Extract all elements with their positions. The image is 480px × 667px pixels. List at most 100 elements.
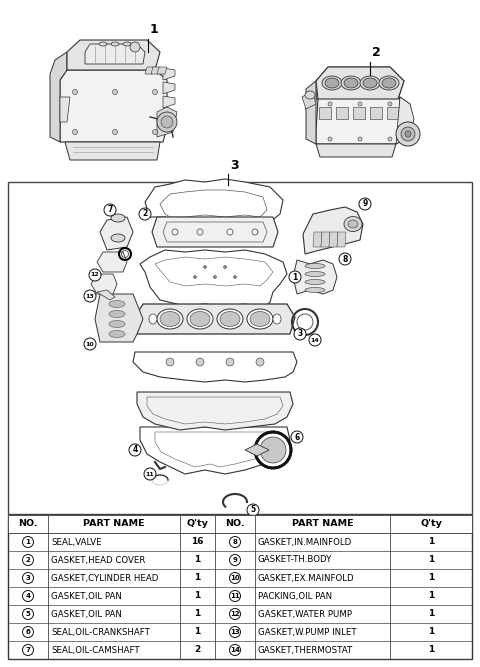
Ellipse shape bbox=[220, 311, 240, 327]
Text: 1: 1 bbox=[428, 592, 434, 600]
Circle shape bbox=[229, 572, 240, 584]
Ellipse shape bbox=[363, 78, 377, 88]
Circle shape bbox=[294, 328, 306, 340]
Circle shape bbox=[112, 129, 118, 135]
Polygon shape bbox=[140, 427, 290, 474]
Circle shape bbox=[252, 229, 258, 235]
Polygon shape bbox=[157, 107, 177, 137]
Polygon shape bbox=[306, 81, 316, 144]
Text: 1: 1 bbox=[428, 628, 434, 636]
Text: 1: 1 bbox=[194, 610, 201, 618]
Ellipse shape bbox=[344, 217, 362, 231]
Circle shape bbox=[226, 358, 234, 366]
Circle shape bbox=[112, 89, 118, 95]
Text: GASKET,W.PUMP INLET: GASKET,W.PUMP INLET bbox=[258, 628, 357, 636]
Ellipse shape bbox=[247, 309, 273, 329]
Polygon shape bbox=[353, 107, 365, 119]
Polygon shape bbox=[316, 144, 396, 157]
Circle shape bbox=[256, 358, 264, 366]
Bar bbox=[8, 182, 472, 514]
Ellipse shape bbox=[123, 42, 131, 46]
Ellipse shape bbox=[109, 331, 125, 338]
Text: 1: 1 bbox=[292, 273, 298, 281]
Ellipse shape bbox=[250, 311, 270, 327]
Polygon shape bbox=[163, 82, 175, 94]
Text: NO.: NO. bbox=[225, 520, 245, 528]
Circle shape bbox=[161, 116, 173, 128]
Text: 14: 14 bbox=[230, 647, 240, 653]
Circle shape bbox=[328, 137, 332, 141]
Circle shape bbox=[89, 269, 101, 281]
Text: 1: 1 bbox=[428, 646, 434, 654]
Circle shape bbox=[214, 275, 216, 279]
Text: SEAL,OIL-CAMSHAFT: SEAL,OIL-CAMSHAFT bbox=[51, 646, 140, 654]
Circle shape bbox=[129, 444, 141, 456]
Text: 2: 2 bbox=[372, 46, 381, 59]
Polygon shape bbox=[387, 107, 399, 119]
Ellipse shape bbox=[379, 76, 399, 90]
Circle shape bbox=[84, 338, 96, 350]
Circle shape bbox=[104, 204, 116, 216]
Circle shape bbox=[229, 644, 240, 656]
Circle shape bbox=[72, 129, 77, 135]
Text: 12: 12 bbox=[91, 273, 99, 277]
Text: 2: 2 bbox=[143, 209, 148, 219]
Polygon shape bbox=[60, 70, 167, 142]
Ellipse shape bbox=[160, 311, 180, 327]
Ellipse shape bbox=[348, 220, 358, 228]
Text: 2: 2 bbox=[25, 557, 30, 563]
Polygon shape bbox=[100, 217, 133, 250]
Circle shape bbox=[139, 208, 151, 220]
Circle shape bbox=[197, 229, 203, 235]
Circle shape bbox=[309, 334, 321, 346]
Polygon shape bbox=[157, 67, 167, 74]
Text: 1: 1 bbox=[194, 628, 201, 636]
Circle shape bbox=[193, 275, 196, 279]
Polygon shape bbox=[302, 91, 316, 109]
Circle shape bbox=[153, 89, 157, 95]
Text: GASKET,EX.MAINFOLD: GASKET,EX.MAINFOLD bbox=[258, 574, 355, 582]
Circle shape bbox=[229, 590, 240, 602]
Circle shape bbox=[339, 253, 351, 265]
Ellipse shape bbox=[305, 91, 315, 99]
Circle shape bbox=[23, 644, 34, 656]
Text: GASKET,WATER PUMP: GASKET,WATER PUMP bbox=[258, 610, 352, 618]
Circle shape bbox=[358, 137, 362, 141]
Polygon shape bbox=[316, 67, 404, 144]
Text: 7: 7 bbox=[108, 205, 113, 215]
Ellipse shape bbox=[190, 311, 210, 327]
Text: 1: 1 bbox=[194, 556, 201, 564]
Circle shape bbox=[358, 102, 362, 106]
Text: 1: 1 bbox=[428, 610, 434, 618]
Text: 5: 5 bbox=[251, 506, 255, 514]
Circle shape bbox=[396, 122, 420, 146]
Text: 8: 8 bbox=[233, 539, 238, 545]
Text: Q'ty: Q'ty bbox=[420, 520, 442, 528]
Circle shape bbox=[172, 229, 178, 235]
Polygon shape bbox=[370, 107, 382, 119]
Ellipse shape bbox=[382, 78, 396, 88]
Ellipse shape bbox=[111, 214, 125, 222]
Text: 13: 13 bbox=[230, 629, 240, 635]
Circle shape bbox=[227, 229, 233, 235]
Text: 1: 1 bbox=[428, 556, 434, 564]
Circle shape bbox=[166, 358, 174, 366]
Text: PACKING,OIL PAN: PACKING,OIL PAN bbox=[258, 592, 332, 600]
Circle shape bbox=[401, 127, 415, 141]
Ellipse shape bbox=[325, 78, 339, 88]
Text: PART NAME: PART NAME bbox=[292, 520, 353, 528]
Circle shape bbox=[260, 437, 286, 463]
Ellipse shape bbox=[109, 321, 125, 327]
Ellipse shape bbox=[344, 78, 358, 88]
Text: 1: 1 bbox=[428, 574, 434, 582]
Bar bbox=[8, 515, 472, 533]
Circle shape bbox=[289, 271, 301, 283]
Text: 1: 1 bbox=[194, 574, 201, 582]
Polygon shape bbox=[319, 107, 331, 119]
Text: 4: 4 bbox=[25, 593, 31, 599]
Polygon shape bbox=[329, 232, 338, 247]
Circle shape bbox=[23, 554, 34, 566]
Polygon shape bbox=[85, 44, 145, 64]
Polygon shape bbox=[245, 444, 269, 456]
Text: SEAL,VALVE: SEAL,VALVE bbox=[51, 538, 102, 546]
